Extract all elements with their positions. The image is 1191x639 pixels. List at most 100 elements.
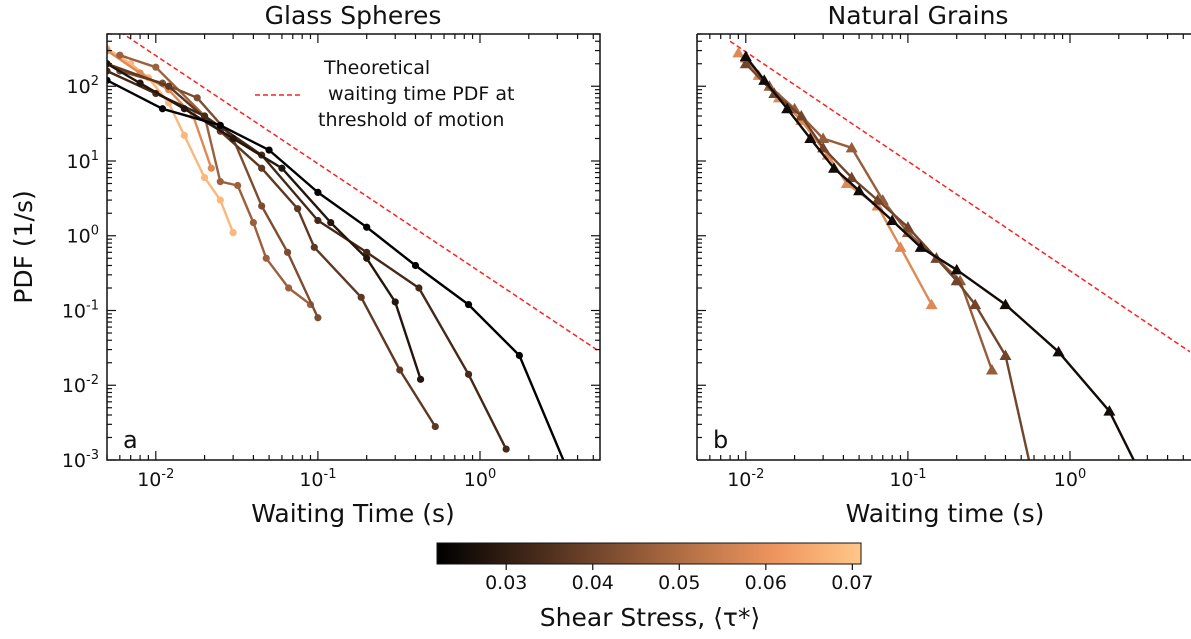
data-point-circle bbox=[258, 202, 266, 210]
data-point-circle bbox=[411, 261, 420, 270]
data-point-circle bbox=[357, 293, 365, 301]
data-point-triangle bbox=[795, 109, 808, 121]
data-point-circle bbox=[216, 196, 224, 204]
data-point-triangle bbox=[732, 46, 745, 58]
data-point-circle bbox=[116, 51, 124, 59]
data-point-circle bbox=[310, 243, 318, 251]
data-point-circle bbox=[229, 229, 237, 237]
y-tick-label: 100 bbox=[67, 224, 99, 248]
data-point-circle bbox=[107, 67, 111, 75]
data-point-circle bbox=[165, 82, 173, 90]
x-tick-label: 10-2 bbox=[137, 467, 174, 491]
data-point-circle bbox=[180, 131, 188, 140]
data-point-circle bbox=[363, 254, 371, 262]
panel-b-natural-grains: Natural Grains 10-2 10-1 100 b Waiting tim… bbox=[696, 1, 1191, 528]
data-point-circle bbox=[193, 94, 201, 102]
data-point-triangle bbox=[1028, 477, 1040, 488]
data-point-circle bbox=[158, 105, 167, 113]
panel-a-ylabel: PDF (1/s) bbox=[9, 190, 38, 304]
panel-a-xlabel: Waiting Time (s) bbox=[251, 499, 454, 528]
series-line bbox=[744, 62, 1031, 460]
panel-b-plot-area bbox=[729, 40, 1190, 488]
y-tick-label: 102 bbox=[67, 74, 99, 98]
theoretical-pdf-line bbox=[729, 40, 1190, 353]
legend-line-2: waiting time PDF at bbox=[328, 83, 514, 105]
data-point-circle bbox=[216, 121, 224, 129]
data-point-triangle bbox=[739, 57, 752, 69]
colorbar-tick-label: 0.07 bbox=[831, 572, 873, 594]
data-point-triangle bbox=[901, 226, 914, 238]
series-line bbox=[107, 79, 565, 460]
panel-a-frame bbox=[106, 33, 601, 461]
data-point-triangle bbox=[871, 194, 884, 205]
data-point-circle bbox=[565, 468, 572, 475]
data-point-triangle bbox=[914, 241, 927, 252]
data-point-triangle bbox=[781, 102, 794, 114]
x-tick-label: 10-1 bbox=[299, 467, 336, 491]
panel-a-letter: a bbox=[123, 426, 138, 454]
data-point-triangle bbox=[1103, 405, 1116, 416]
data-point-triangle bbox=[871, 200, 884, 211]
theoretical-pdf-line bbox=[122, 34, 600, 353]
colorbar-tick-label: 0.03 bbox=[485, 572, 527, 594]
series-line bbox=[744, 57, 994, 371]
data-point-triangle bbox=[999, 349, 1012, 361]
data-point-circle bbox=[200, 173, 209, 182]
data-point-circle bbox=[314, 216, 322, 225]
data-point-triangle bbox=[985, 363, 998, 375]
data-point-triangle bbox=[999, 298, 1012, 310]
colorbar-label: Shear Stress, ⟨τ*⟩ bbox=[540, 603, 760, 632]
data-point-triangle bbox=[969, 298, 982, 310]
data-point-triangle bbox=[817, 132, 830, 143]
series-line bbox=[119, 69, 319, 319]
data-point-circle bbox=[234, 181, 242, 190]
data-point-circle bbox=[464, 370, 473, 378]
panel-b-title: Natural Grains bbox=[828, 1, 1009, 30]
y-tick-label: 10-3 bbox=[62, 448, 99, 472]
data-point-circle bbox=[136, 79, 144, 87]
colorbar: 0.03 0.04 0.05 0.06 0.07 Shear Stress, ⟨τ*⟩ bbox=[436, 542, 874, 632]
data-point-circle bbox=[262, 254, 270, 262]
data-point-circle bbox=[283, 248, 292, 256]
y-tick-label: 10-1 bbox=[62, 298, 99, 322]
data-point-circle bbox=[200, 112, 209, 120]
data-point-circle bbox=[216, 178, 224, 186]
colorbar-bar bbox=[436, 542, 862, 565]
data-point-triangle bbox=[886, 214, 899, 225]
x-tick-label: 100 bbox=[464, 467, 496, 491]
legend-line-1: Theoretical bbox=[323, 57, 430, 79]
legend: Theoretical waiting time PDF at threshol… bbox=[255, 57, 514, 131]
legend-line-3: threshold of motion bbox=[318, 109, 504, 131]
colorbar-ticks: 0.03 0.04 0.05 0.06 0.07 bbox=[485, 564, 874, 594]
data-point-triangle bbox=[827, 162, 840, 173]
data-point-triangle bbox=[853, 184, 866, 196]
data-point-circle bbox=[363, 248, 371, 256]
data-point-triangle bbox=[739, 50, 752, 62]
panel-a-plot-area bbox=[107, 34, 600, 475]
data-point-triangle bbox=[925, 298, 938, 310]
panel-a-glass-spheres: Glass Spheres 10-2 10-1 100 10-3 10-2 10-1 100… bbox=[9, 1, 601, 528]
x-tick-label: 10-1 bbox=[889, 467, 926, 491]
colorbar-tick-label: 0.06 bbox=[745, 572, 787, 594]
data-point-triangle bbox=[950, 274, 963, 286]
data-point-circle bbox=[229, 134, 237, 143]
y-tick-label: 10-2 bbox=[62, 373, 99, 397]
x-tick-label: 10-2 bbox=[727, 467, 764, 491]
data-point-circle bbox=[391, 298, 399, 306]
data-point-triangle bbox=[845, 141, 858, 153]
data-point-circle bbox=[396, 366, 404, 374]
data-point-circle bbox=[278, 164, 286, 172]
data-point-circle bbox=[327, 218, 335, 227]
data-point-triangle bbox=[894, 241, 907, 252]
data-point-circle bbox=[180, 105, 188, 113]
colorbar-tick-label: 0.04 bbox=[572, 572, 614, 594]
data-point-circle bbox=[431, 422, 439, 431]
data-point-circle bbox=[415, 284, 423, 292]
data-point-circle bbox=[207, 164, 215, 172]
data-point-circle bbox=[515, 351, 523, 360]
data-point-circle bbox=[294, 205, 302, 213]
data-point-triangle bbox=[901, 221, 914, 232]
panel-a-title: Glass Spheres bbox=[265, 1, 442, 30]
data-point-circle bbox=[416, 375, 425, 383]
